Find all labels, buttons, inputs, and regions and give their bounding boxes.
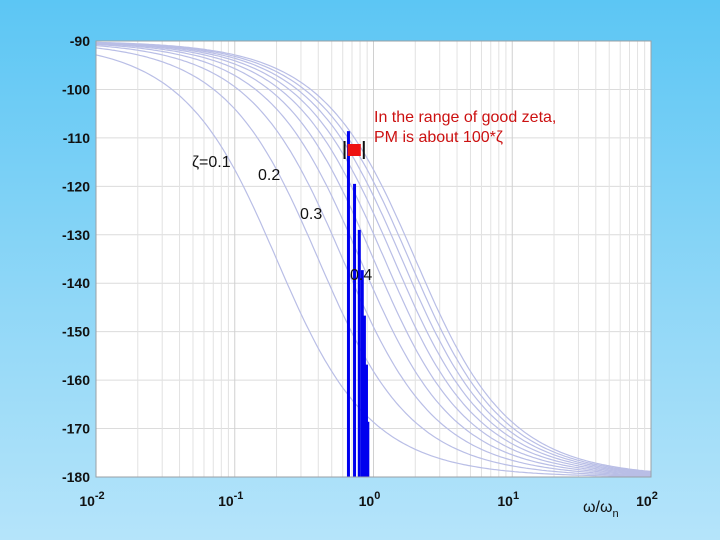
label-zeta-0.2: 0.2: [258, 167, 280, 184]
x-tick-label: 10-2: [79, 490, 104, 509]
x-tick-exponent: -1: [234, 490, 244, 502]
phase-margin-bars: [346, 131, 370, 477]
y-tick-label: -110: [63, 130, 90, 146]
x-tick-exponent: 2: [652, 490, 658, 502]
curve-zeta-0.4: [95, 43, 652, 476]
label-zeta-0.3: 0.3: [300, 206, 322, 223]
y-tick-label: -150: [62, 324, 90, 340]
x-axis-label: ω/ωn: [583, 499, 619, 520]
y-tick-label: -140: [62, 275, 90, 291]
label-zeta-0.1: ζ=0.1: [192, 154, 231, 171]
x-tick-label: 100: [359, 490, 381, 509]
x-tick-labels: 10-2 10-1 100 101 102: [79, 490, 658, 509]
pm-highlight-box: [347, 144, 361, 156]
x-tick-exponent: 0: [374, 490, 380, 502]
x-tick-base: 10: [218, 493, 234, 509]
x-tick-label: 10-1: [218, 490, 243, 509]
y-tick-label: -160: [62, 372, 90, 388]
x-tick-label: 101: [497, 490, 519, 509]
curve-zeta-1: [96, 41, 652, 472]
curve-zeta-0.8: [95, 42, 652, 474]
note-line-1: In the range of good zeta,: [374, 109, 556, 126]
x-tick-base: 10: [497, 493, 513, 509]
x-tick-label: 102: [636, 490, 658, 509]
y-tick-label: -170: [62, 421, 90, 437]
curve-zeta-0.7: [95, 42, 652, 474]
x-tick-exponent: -2: [95, 490, 105, 502]
zeta-curves: [95, 41, 652, 477]
x-tick-base: 10: [636, 493, 652, 509]
curve-zeta-0.1: [95, 54, 651, 477]
y-tick-label: -180: [62, 469, 90, 485]
curve-zeta-0.3: [95, 45, 651, 476]
x-axis-label-sub: n: [612, 508, 618, 520]
x-tick-exponent: 1: [513, 490, 519, 502]
x-axis-label-main: ω/ω: [583, 499, 612, 516]
curve-zeta-0.2: [95, 47, 652, 477]
x-tick-base: 10: [359, 493, 375, 509]
x-tick-base: 10: [79, 493, 95, 509]
y-tick-labels: -90 -100 -110 -120 -130 -140 -150 -160 -170 -180: [62, 33, 90, 485]
curve-zeta-0.9: [95, 41, 652, 473]
label-zeta-0.4: 0.4: [350, 267, 372, 284]
y-tick-label: -120: [62, 178, 90, 194]
pm-highlight: [343, 141, 365, 159]
note-line-2: PM is about 100*ζ: [374, 129, 503, 146]
y-tick-label: -100: [62, 81, 90, 97]
curve-zeta-0.5: [95, 43, 652, 475]
plot-frame: [95, 40, 652, 478]
y-tick-label: -130: [62, 227, 90, 243]
curve-zeta-0.6: [95, 42, 652, 475]
y-tick-label: -90: [70, 33, 90, 49]
